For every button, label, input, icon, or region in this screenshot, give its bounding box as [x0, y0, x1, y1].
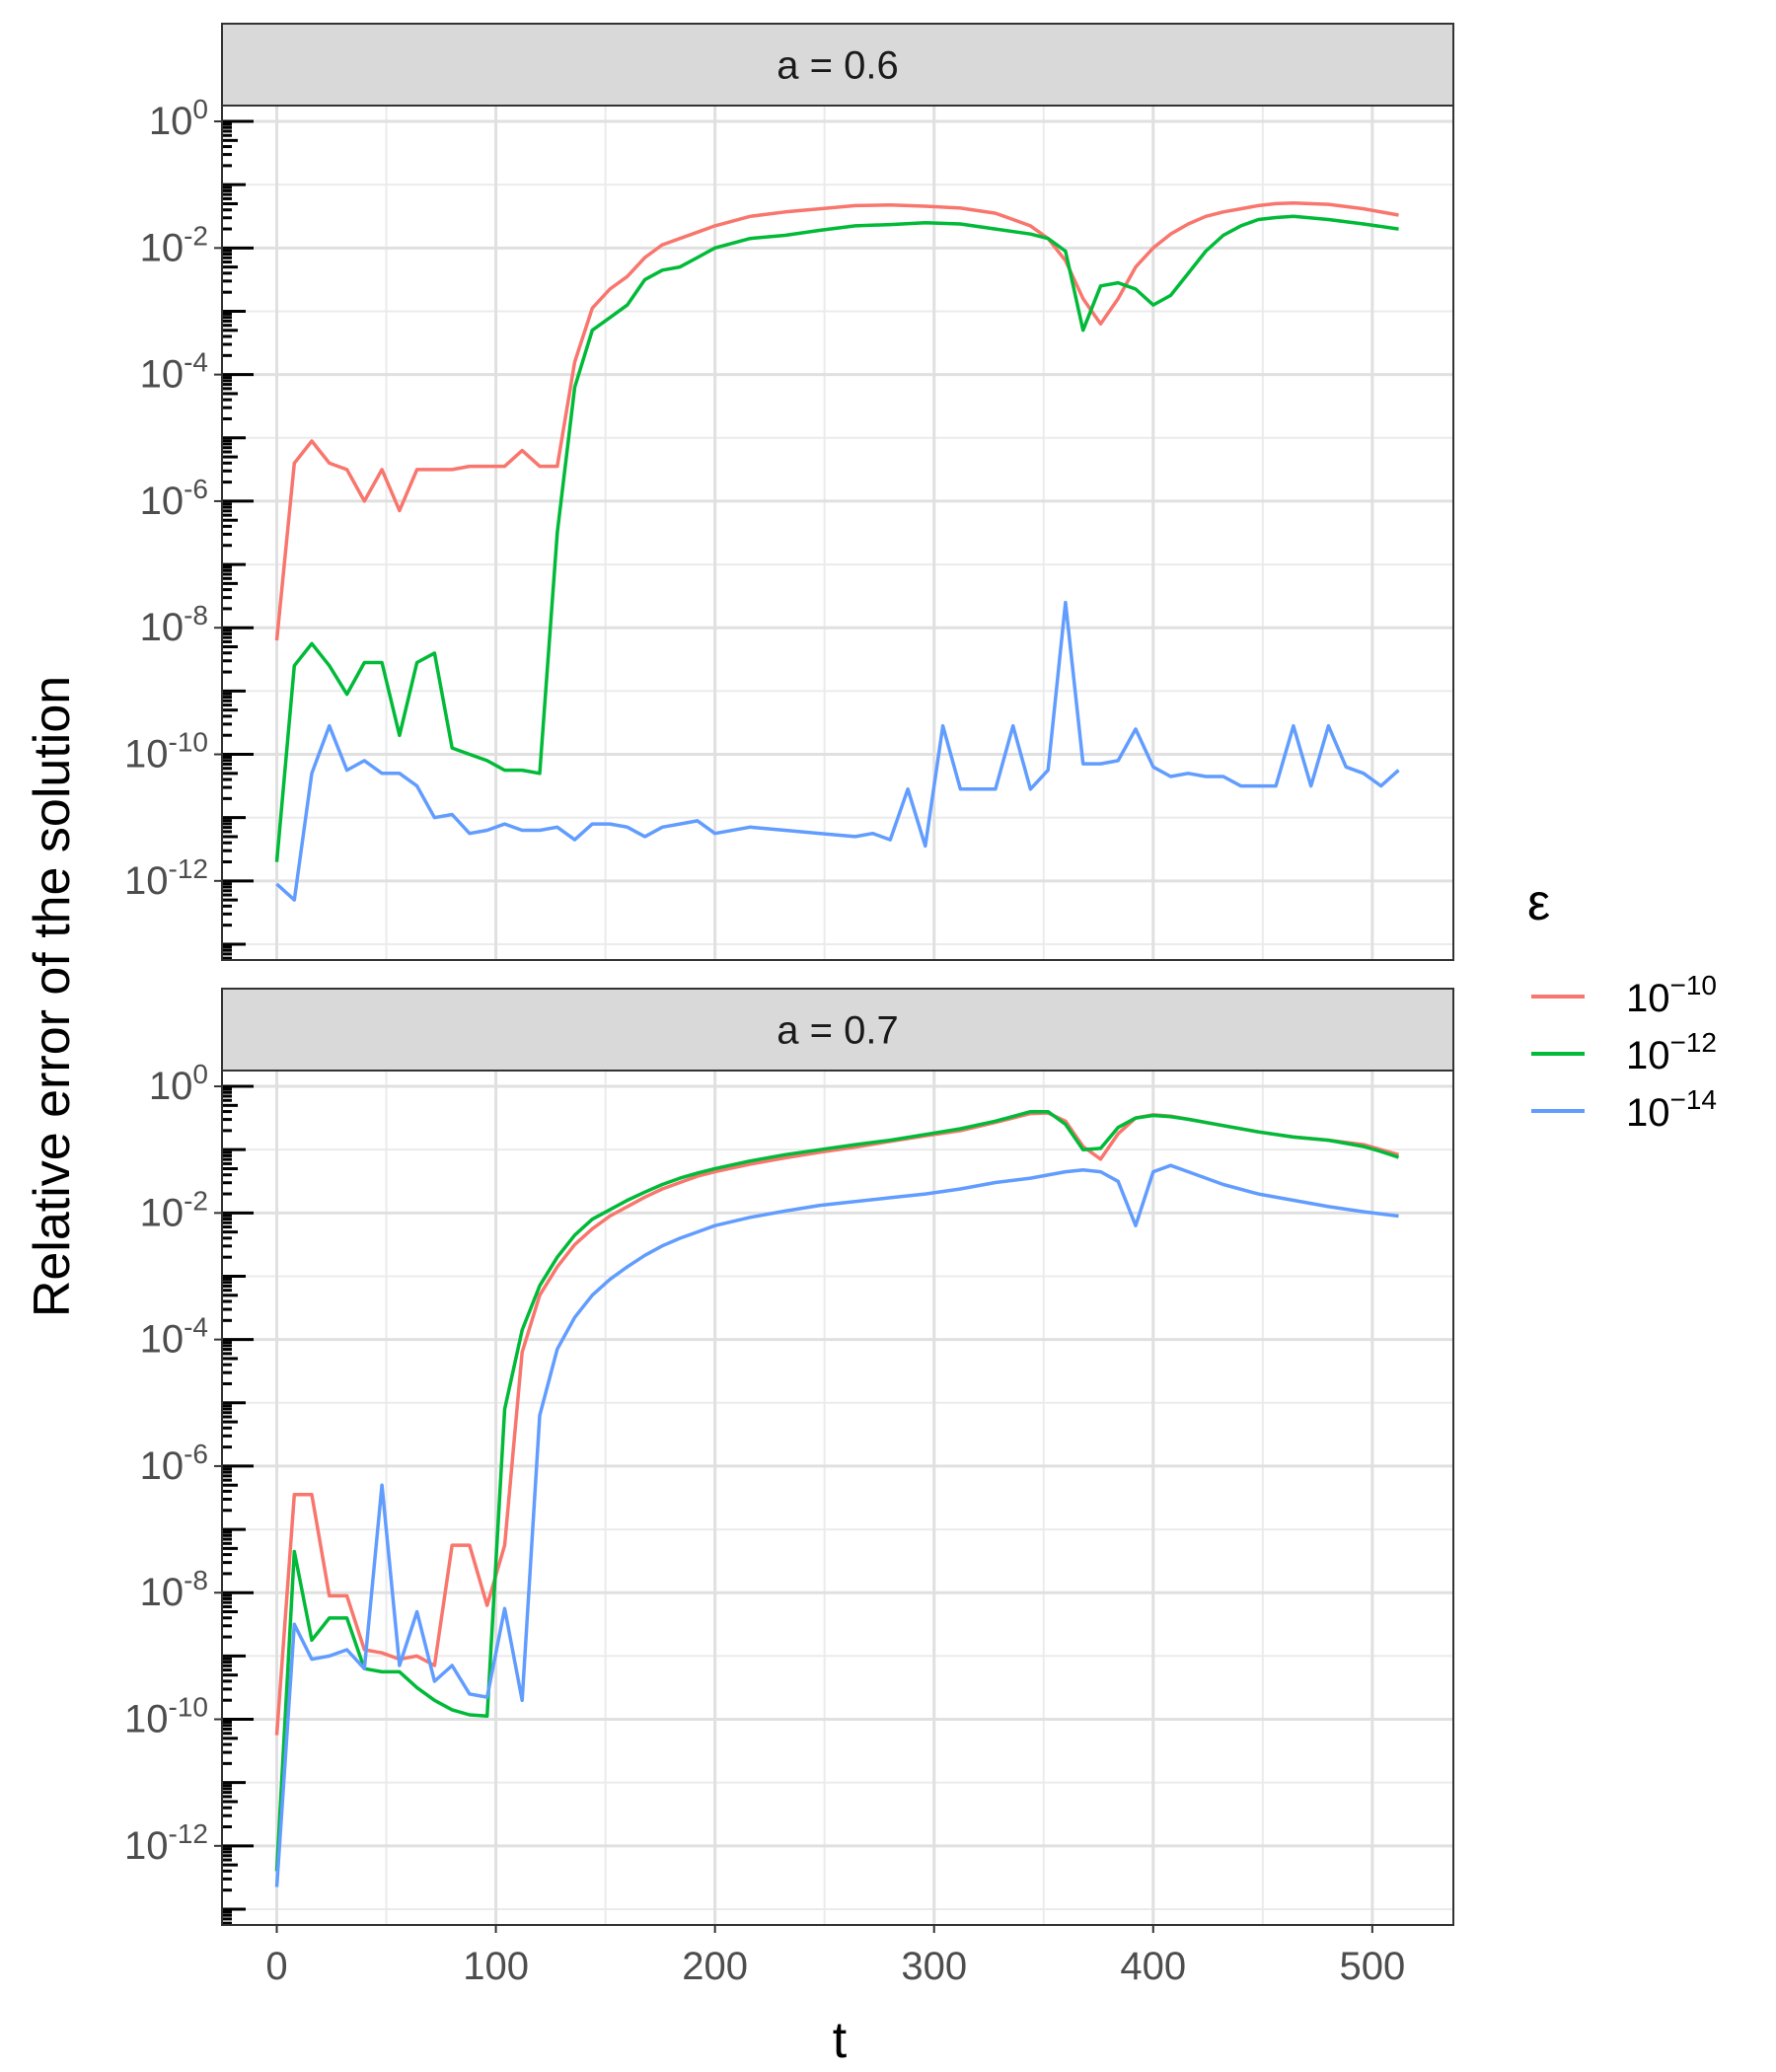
x-tick-label: 300 — [901, 1945, 967, 1988]
series-line-3 — [274, 1163, 1399, 1887]
y-tick-label: 10-10 — [124, 727, 208, 777]
panel-border — [221, 1070, 1454, 1926]
series-line-1 — [274, 201, 1399, 641]
y-tick-label: 10-8 — [140, 600, 208, 649]
x-tick-label: 500 — [1339, 1945, 1405, 1988]
series-line-2 — [274, 214, 1399, 862]
y-tick-label: 10-8 — [140, 1565, 208, 1614]
legend-label: 10−14 — [1626, 1084, 1717, 1135]
y-tick-label: 100 — [149, 94, 208, 143]
x-tick-labels: 0 100 200 300 400 500 — [265, 1925, 1405, 1988]
legend-label: 10−12 — [1626, 1027, 1717, 1077]
plot-background — [222, 106, 1453, 960]
panel-border — [221, 105, 1454, 961]
y-tick-label: 10-12 — [124, 853, 208, 903]
y-tick-label: 100 — [149, 1059, 208, 1108]
y-tick-label: 10-6 — [140, 1439, 208, 1488]
series-group — [274, 1109, 1400, 1887]
y-tick-label: 10-2 — [140, 220, 208, 269]
series-line-2 — [274, 1109, 1400, 1872]
series-group — [274, 201, 1400, 902]
series-line-3 — [275, 600, 1400, 902]
legend: ε 10−10 10−12 10−14 — [1527, 874, 1717, 1135]
panel-1: a = 0.6 100 10-2 10-4 10-6 10-8 10-10 10-12 — [124, 23, 1454, 961]
panel-2: a = 0.7 100 10-2 10-4 10-6 10-8 10-10 10-12 0 100… — [124, 988, 1454, 1988]
y-tick-label: 10-6 — [140, 474, 208, 523]
facet-strip-label: a = 0.6 — [777, 44, 898, 88]
y-tick-label: 10-2 — [140, 1185, 208, 1234]
y-tick-label: 10-4 — [140, 1312, 208, 1362]
y-tick-labels: 100 10-2 10-4 10-6 10-8 10-10 10-12 — [124, 94, 222, 903]
y-axis-title-group: Relative error of the solution — [24, 676, 81, 1317]
facet-strip — [221, 988, 1454, 1072]
x-tick-label: 200 — [682, 1945, 748, 1988]
y-tick-label: 10-10 — [124, 1692, 208, 1741]
y-axis-title: Relative error of the solution — [24, 676, 81, 1317]
facet-strip — [221, 23, 1454, 107]
log-ticks — [222, 119, 254, 960]
facet-strip-label: a = 0.7 — [777, 1009, 898, 1053]
plot-background — [222, 1071, 1453, 1925]
legend-title: ε — [1527, 874, 1550, 931]
x-axis-title: t — [833, 2012, 848, 2069]
y-tick-label: 10-12 — [124, 1818, 208, 1868]
y-tick-labels: 100 10-2 10-4 10-6 10-8 10-10 10-12 — [124, 1059, 222, 1868]
legend-entry: 10−12 — [1531, 1027, 1717, 1077]
legend-label: 10−10 — [1626, 970, 1717, 1020]
log-ticks — [222, 1084, 254, 1925]
gridlines — [222, 106, 1453, 960]
x-tick-label: 0 — [265, 1945, 287, 1988]
legend-entry: 10−10 — [1531, 970, 1717, 1020]
legend-entry: 10−14 — [1531, 1084, 1717, 1135]
x-tick-label: 100 — [463, 1945, 529, 1988]
y-tick-label: 10-4 — [140, 347, 208, 397]
x-tick-label: 400 — [1120, 1945, 1186, 1988]
